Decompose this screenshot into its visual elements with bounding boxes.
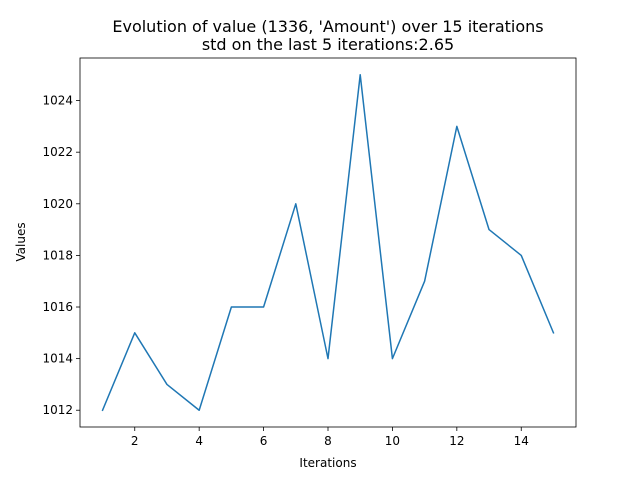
y-tick-label: 1018 — [42, 248, 73, 262]
x-tick-label: 6 — [260, 434, 268, 448]
y-axis-label: Values — [14, 222, 28, 261]
x-tick-label: 10 — [385, 434, 400, 448]
x-tick-label: 12 — [449, 434, 464, 448]
chart-title: Evolution of value (1336, 'Amount') over… — [112, 17, 543, 36]
y-tick-label: 1016 — [42, 300, 73, 314]
y-tick-label: 1020 — [42, 197, 73, 211]
y-tick-label: 1024 — [42, 94, 73, 108]
y-tick-label: 1022 — [42, 145, 73, 159]
x-tick-label: 4 — [195, 434, 203, 448]
x-axis-label: Iterations — [299, 456, 356, 470]
y-tick-label: 1014 — [42, 352, 73, 366]
chart-subtitle: std on the last 5 iterations:2.65 — [202, 35, 454, 54]
series-line — [101, 74, 555, 412]
x-tick-label: 2 — [131, 434, 139, 448]
y-tick-label: 1012 — [42, 403, 73, 417]
x-tick-label: 8 — [324, 434, 332, 448]
x-tick-label: 14 — [514, 434, 529, 448]
axes-frame — [79, 57, 577, 428]
